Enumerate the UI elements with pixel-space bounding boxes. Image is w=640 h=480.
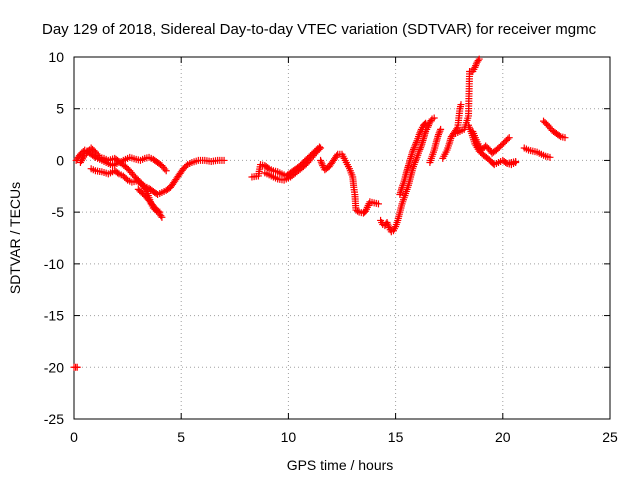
y-axis-label: SDTVAR / TECUs [7, 182, 23, 294]
plot-border [73, 56, 611, 420]
y-tick-label: -5 [52, 204, 65, 220]
data-point [315, 145, 323, 153]
data-point [561, 134, 569, 142]
data-point [412, 157, 420, 165]
y-tick-label: 10 [48, 49, 64, 65]
data-point [504, 135, 512, 143]
grid-lines [74, 57, 610, 419]
data-point [417, 127, 425, 135]
data-point [412, 155, 420, 163]
data-point [412, 140, 420, 148]
data-point [474, 57, 482, 65]
data-point [430, 114, 438, 122]
data-point [318, 160, 326, 168]
y-tick-label: -15 [44, 308, 64, 324]
data-point [182, 162, 190, 170]
chart-title: Day 129 of 2018, Sidereal Day-to-day VTE… [42, 21, 597, 38]
y-tick-label: -25 [44, 411, 64, 427]
data-point [383, 218, 391, 226]
axis-ticks: 0 5 10 15 20 25 10 5 0 -5 -10 -15 -20 -25 [44, 49, 618, 445]
x-tick-label: 5 [177, 429, 185, 445]
data-point [434, 131, 442, 139]
data-point [409, 147, 417, 155]
data-point [437, 125, 445, 133]
data-point [411, 142, 419, 150]
data-point [162, 167, 170, 175]
data-point [416, 129, 424, 137]
data-point [264, 164, 272, 172]
data-point [436, 127, 444, 135]
data-point [422, 119, 430, 127]
data-point [156, 208, 164, 216]
data-point [317, 156, 325, 164]
data-point [421, 120, 429, 128]
data-point [472, 62, 480, 70]
data-point [158, 213, 166, 221]
data-point [333, 152, 341, 160]
data-point [94, 152, 102, 160]
plot-frame [73, 56, 611, 420]
y-tick-label: -10 [44, 256, 64, 272]
data-point [384, 220, 392, 228]
data-point [475, 55, 483, 63]
data-point [457, 101, 465, 109]
data-point [555, 132, 563, 140]
data-point [154, 207, 162, 215]
data-point [161, 165, 169, 173]
data-point [354, 207, 362, 215]
data-point [384, 222, 392, 230]
y-tick-label: 0 [56, 152, 64, 168]
data-point [415, 147, 423, 155]
data-point [139, 181, 147, 189]
x-tick-label: 25 [602, 429, 618, 445]
data-point [317, 158, 325, 166]
data-point [73, 363, 81, 371]
data-point [417, 144, 425, 152]
x-tick-label: 10 [281, 429, 297, 445]
data-point [546, 153, 554, 161]
data-point [512, 158, 520, 166]
data-point [410, 144, 418, 152]
x-tick-label: 20 [495, 429, 511, 445]
x-tick-label: 15 [388, 429, 404, 445]
data-point [435, 129, 443, 137]
data-point [374, 200, 382, 208]
data-point [471, 63, 479, 71]
data-points [70, 55, 569, 371]
data-point [122, 175, 130, 183]
data-point [415, 131, 423, 139]
x-axis-label: GPS time / hours [287, 457, 394, 473]
y-tick-label: 5 [56, 101, 64, 117]
data-point [220, 156, 228, 164]
data-point [505, 134, 513, 142]
y-tick-label: -20 [44, 359, 64, 375]
data-point [157, 212, 165, 220]
data-point [114, 169, 122, 177]
data-point [412, 139, 420, 147]
data-point [416, 145, 424, 153]
data-point [409, 145, 417, 153]
data-point [317, 144, 325, 152]
x-tick-label: 0 [70, 429, 78, 445]
